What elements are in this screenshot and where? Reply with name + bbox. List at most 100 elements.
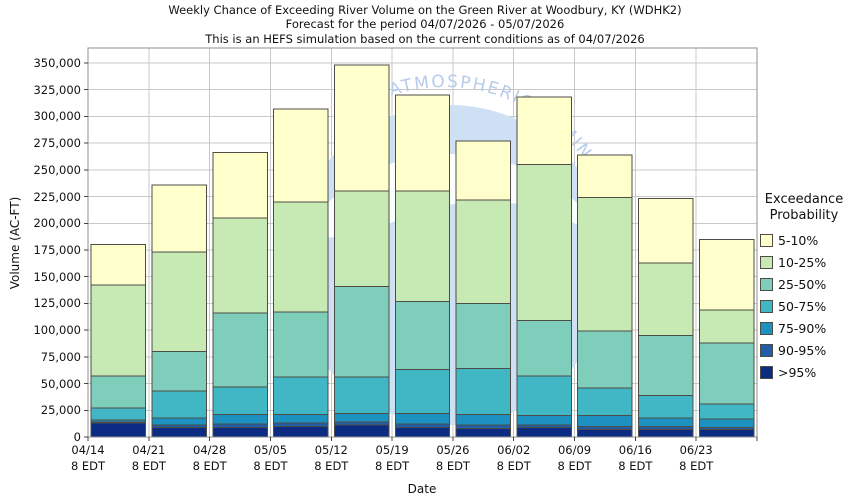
y-axis-title: Volume (AC-FT)	[8, 196, 22, 290]
x-tick-label: 06/02 8 EDT	[482, 442, 546, 474]
legend-item-50-75pct: 50-75%	[758, 299, 850, 314]
legend-title-line2: Probability	[769, 208, 839, 223]
bar-04/14-segment-10-25%	[90, 284, 147, 377]
x-tick-label: 06/09 8 EDT	[543, 442, 607, 474]
bar-06/02-segment-75-90%	[516, 415, 572, 426]
bar-06/09-segment-25-50%	[577, 330, 633, 389]
bar-04/14-segment-5-10%	[90, 244, 147, 286]
bar-04/28-segment-75-90%	[212, 414, 268, 425]
legend-item-5-10pct: 5-10%	[758, 233, 850, 248]
bar-06/16-segment-5-10%	[638, 198, 694, 264]
chart-title-line2: Forecast for the period 04/07/2026 - 05/…	[285, 17, 565, 32]
x-tick-label: 06/16 8 EDT	[603, 442, 667, 474]
bar-06/02-segment-10-25%	[516, 163, 572, 322]
legend-items: 5-10% 10-25% 25-50% 50-75% 75-90% 90-95% >95%	[758, 233, 850, 380]
y-tick-label: 225,000	[33, 189, 81, 204]
legend: Exceedance Probability 5-10% 10-25% 25-50%…	[758, 192, 850, 387]
chart-title: Weekly Chance of Exceeding River Volume …	[0, 3, 850, 46]
x-tick-date: 06/02	[497, 443, 531, 457]
y-tick-label: 275,000	[33, 136, 81, 151]
bar-06/09-segment-75-90%	[577, 415, 633, 427]
x-tick-label: 04/28 8 EDT	[178, 442, 242, 474]
y-tick-label: 0	[73, 430, 81, 444]
bar-05/19-segment-10-25%	[394, 190, 451, 302]
x-tick-time: 8 EDT	[557, 459, 592, 473]
bar-04/14-segment-50-75%	[90, 407, 147, 421]
legend-swatch	[760, 233, 773, 247]
bar-06/23-segment-5-10%	[698, 238, 755, 311]
bar-04/28-segment->95%	[212, 426, 268, 438]
chart-title-line1: Weekly Chance of Exceeding River Volume …	[168, 3, 682, 17]
y-tick-label: 150,000	[33, 269, 81, 284]
bar-05/19-segment-5-10%	[394, 94, 451, 192]
bar-05/12-segment-5-10%	[333, 64, 390, 192]
bar-06/23-segment-50-75%	[698, 403, 755, 420]
y-tick-label: 125,000	[33, 296, 81, 311]
bar-05/26-segment-50-75%	[455, 368, 512, 416]
bar-04/28-segment-25-50%	[212, 312, 268, 388]
bar-04/28-segment-50-75%	[212, 386, 268, 416]
x-tick-date: 06/16	[618, 443, 652, 457]
x-tick-time: 8 EDT	[70, 459, 106, 473]
bar-05/26-segment-75-90%	[455, 414, 512, 426]
bar-06/09-segment->95%	[577, 429, 633, 438]
x-tick-date: 06/23	[679, 443, 713, 457]
bar-05/19-segment->95%	[394, 426, 451, 438]
x-tick-date: 05/12	[314, 443, 348, 457]
legend-label: >95%	[778, 364, 817, 380]
x-axis-title: Date	[407, 482, 437, 496]
x-tick-label: 06/23 8 EDT	[664, 442, 728, 474]
x-tick-time: 8 EDT	[192, 459, 227, 473]
bar-05/19-segment-50-75%	[394, 369, 451, 414]
bar-05/05-segment-75-90%	[273, 414, 329, 424]
bar-06/16-segment-10-25%	[638, 262, 694, 336]
y-tick-label: 200,000	[33, 216, 81, 231]
x-tick-label: 04/14 8 EDT	[56, 442, 120, 474]
legend-title: Exceedance Probability	[758, 192, 850, 224]
x-tick-time: 8 EDT	[618, 459, 653, 473]
x-tick-date: 04/14	[71, 443, 105, 457]
x-tick-time: 8 EDT	[375, 459, 410, 473]
x-tick-time: 8 EDT	[131, 459, 166, 473]
bar-06/09-segment-10-25%	[577, 197, 633, 332]
y-tick-label: 300,000	[33, 109, 81, 124]
bar-05/12-segment-10-25%	[333, 190, 390, 287]
legend-item-gt95pct: >95%	[758, 364, 850, 380]
x-tick-time: 8 EDT	[496, 459, 531, 473]
bar-06/23-segment-10-25%	[698, 309, 755, 344]
bar-06/16-segment->95%	[638, 429, 694, 438]
bar-05/19-segment-25-50%	[394, 300, 451, 371]
x-tick-time: 8 EDT	[253, 459, 288, 473]
bar-04/21-segment-10-25%	[151, 251, 207, 353]
y-tick-label: 25,000	[40, 403, 81, 418]
legend-swatch	[760, 299, 773, 313]
bar-05/05-segment-10-25%	[273, 201, 329, 313]
bar-05/26-segment-25-50%	[455, 302, 512, 370]
plot-border	[87, 47, 758, 438]
bar-06/16-segment-25-50%	[638, 334, 694, 396]
x-tick-time: 8 EDT	[314, 459, 349, 473]
x-tick-date: 05/05	[253, 443, 288, 457]
bar-04/14-segment-25-50%	[90, 375, 147, 409]
y-tick-label: 75,000	[40, 349, 81, 364]
legend-swatch	[760, 321, 773, 335]
bar-04/21-segment-75-90%	[151, 417, 207, 426]
bar-04/21-segment-50-75%	[151, 390, 207, 419]
bar-05/05-segment-25-50%	[273, 311, 329, 378]
legend-item-90-95pct: 90-95%	[758, 342, 850, 358]
legend-label: 25-50%	[778, 276, 827, 292]
legend-swatch	[760, 277, 773, 291]
x-tick-label: 05/19 8 EDT	[360, 442, 424, 474]
legend-label: 10-25%	[778, 254, 827, 270]
bar-05/12-segment-75-90%	[333, 412, 390, 423]
x-tick-label: 05/12 8 EDT	[299, 442, 363, 474]
bar-05/26-segment->95%	[455, 427, 512, 438]
bar-06/02-segment->95%	[516, 426, 572, 438]
bar-06/02-segment-25-50%	[516, 320, 572, 377]
bar-04/28-segment-10-25%	[212, 217, 268, 314]
bar-05/12-segment-25-50%	[333, 285, 390, 378]
bar-04/21-segment-5-10%	[151, 184, 207, 253]
bar-05/26-segment-5-10%	[455, 140, 512, 201]
legend-label: 90-95%	[778, 342, 827, 358]
